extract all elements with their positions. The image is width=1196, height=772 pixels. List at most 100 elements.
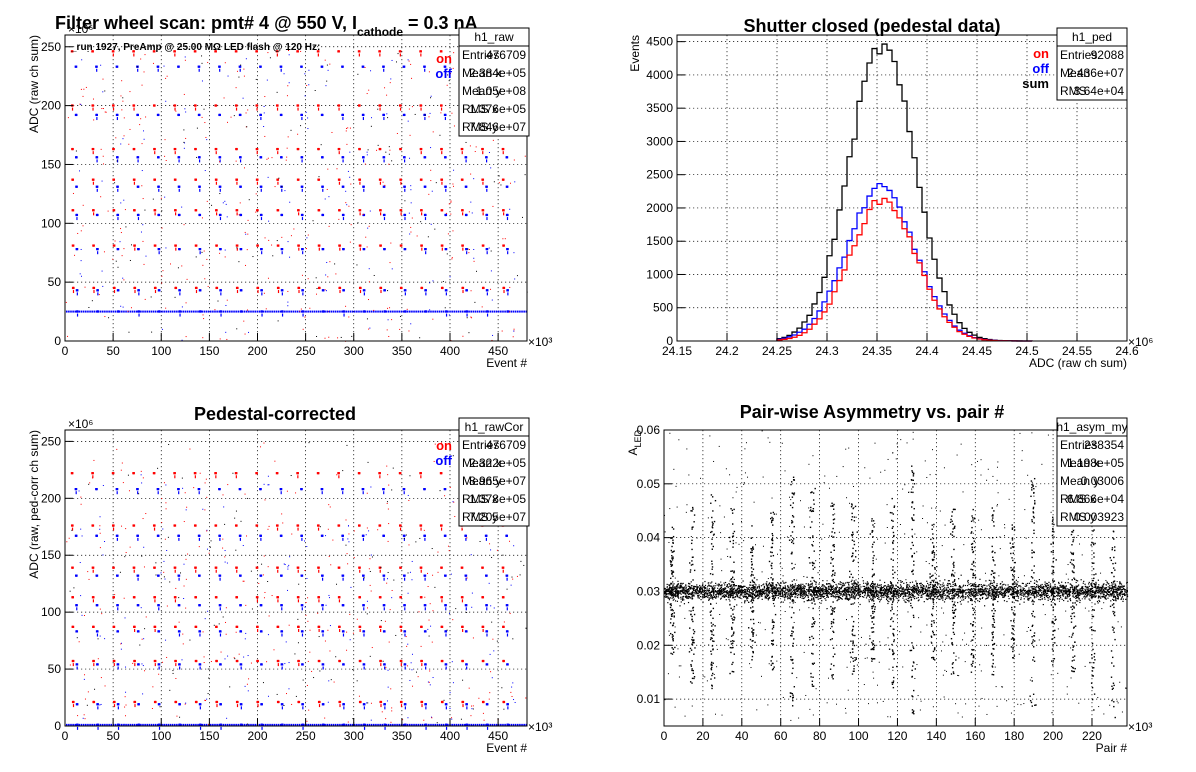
- point-sparse: [316, 288, 318, 290]
- point-off: [76, 289, 79, 292]
- point-baseline: [121, 723, 123, 726]
- point-baseline: [250, 723, 252, 726]
- point-sparse: [391, 707, 393, 709]
- asym-point: [681, 586, 683, 588]
- asym-point: [879, 579, 881, 581]
- point-transition: [387, 319, 389, 321]
- point-baseline: [140, 310, 142, 313]
- point-baseline: [396, 723, 398, 726]
- point-sparse: [211, 204, 213, 206]
- point-transition: [288, 662, 290, 664]
- point-baseline: [148, 310, 151, 313]
- point-baseline: [218, 723, 221, 726]
- point-on: [503, 290, 505, 294]
- point-transition: [104, 316, 106, 318]
- point-sparse: [387, 571, 389, 573]
- point-on: [257, 596, 259, 599]
- point-off: [116, 65, 119, 68]
- point-on: [92, 107, 94, 111]
- point-off: [384, 706, 386, 710]
- point-transition: [427, 586, 429, 588]
- point-off: [321, 488, 324, 491]
- point-baseline: [148, 723, 151, 726]
- point-baseline: [394, 723, 396, 726]
- asym-point: [821, 595, 823, 597]
- point-transition: [206, 258, 208, 260]
- asym-point: [943, 592, 945, 595]
- point-baseline: [457, 723, 460, 726]
- asym-point: [1083, 592, 1085, 594]
- point-baseline: [428, 723, 430, 726]
- point-off: [76, 313, 79, 317]
- point-transition: [473, 260, 475, 262]
- point-transition: [119, 241, 121, 243]
- asym-point: [923, 601, 925, 603]
- point-baseline: [267, 310, 269, 313]
- point-off: [97, 213, 99, 217]
- point-transition: [245, 233, 247, 235]
- x-tick-label: 300: [344, 729, 364, 743]
- point-off: [198, 113, 201, 117]
- point-off: [137, 159, 139, 163]
- point-sparse: [391, 160, 393, 162]
- point-transition: [181, 339, 183, 341]
- asym-point: [1076, 596, 1079, 598]
- asym-point: [1100, 593, 1102, 595]
- asym-point: [1059, 585, 1061, 587]
- asym-point: [1045, 585, 1048, 588]
- point-on: [195, 625, 198, 628]
- x-tick-label: 24.15: [662, 344, 692, 358]
- point-baseline: [419, 723, 422, 726]
- point-baseline: [425, 723, 428, 726]
- point-on: [134, 596, 136, 599]
- stats-row-value: 476709: [486, 438, 526, 452]
- asym-point: [794, 591, 796, 594]
- point-sparse: [114, 182, 116, 184]
- point-off: [465, 156, 468, 159]
- point-off: [281, 188, 283, 192]
- point-baseline: [512, 310, 515, 313]
- point-on: [93, 700, 96, 704]
- stats-row-label: Mean: [1060, 66, 1090, 80]
- asym-point: [700, 598, 702, 601]
- point-baseline: [421, 723, 424, 726]
- point-transition: [125, 691, 127, 693]
- point-on: [154, 659, 157, 663]
- point-on: [462, 290, 464, 294]
- point-sparse: [466, 317, 468, 319]
- point-transition: [390, 721, 392, 723]
- point-baseline: [425, 310, 428, 313]
- point-sparse: [67, 335, 69, 337]
- stats-row-label: Mean y: [462, 474, 501, 488]
- point-on: [134, 290, 136, 294]
- point-off: [301, 574, 304, 577]
- point-on: [379, 53, 381, 57]
- point-off: [342, 159, 344, 163]
- point-sparse: [388, 146, 390, 148]
- point-baseline: [360, 723, 362, 726]
- point-sparse: [318, 636, 320, 638]
- point-transition: [513, 330, 515, 332]
- point-on: [277, 147, 279, 151]
- point-baseline: [201, 723, 204, 726]
- point-baseline: [95, 723, 98, 726]
- point-sparse: [91, 300, 93, 302]
- point-sparse: [385, 151, 387, 153]
- point-on: [503, 596, 505, 599]
- point-transition: [471, 606, 473, 608]
- point-on: [338, 599, 341, 603]
- point-transition: [184, 56, 186, 58]
- asym-point: [924, 589, 927, 591]
- point-off: [240, 213, 243, 217]
- point-sparse: [490, 250, 492, 252]
- point-baseline: [137, 723, 140, 726]
- asym-point: [1022, 587, 1024, 589]
- point-sparse: [509, 311, 511, 313]
- asym-point: [728, 583, 730, 585]
- point-off: [486, 292, 488, 296]
- point-sparse: [468, 211, 470, 213]
- point-sparse: [370, 590, 372, 592]
- point-sparse: [99, 608, 101, 610]
- point-baseline: [497, 310, 500, 313]
- point-baseline: [262, 723, 265, 726]
